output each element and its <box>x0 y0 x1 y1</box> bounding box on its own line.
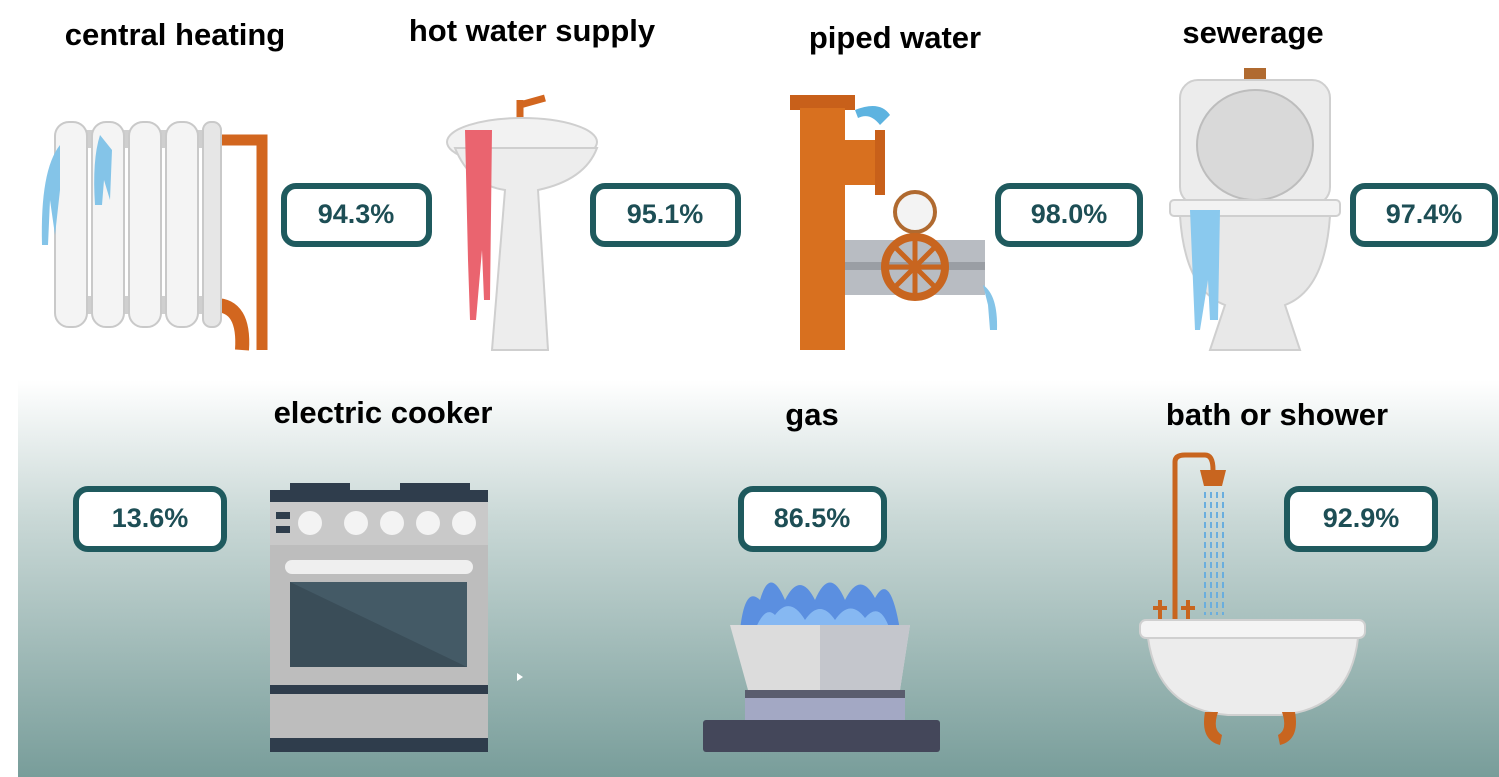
item-label: bath or shower <box>1166 397 1388 432</box>
stove-icon-part <box>276 512 290 519</box>
item-label: gas <box>785 397 838 432</box>
stove-icon-part <box>344 511 368 535</box>
radiator-icon <box>42 122 262 350</box>
sink-icon-part <box>465 130 492 320</box>
bath-icon-part <box>1140 620 1365 638</box>
stove-icon <box>270 483 488 752</box>
pipe-icon-part <box>895 192 935 232</box>
bath-icon-part <box>1200 470 1226 486</box>
stove-icon-part <box>298 511 322 535</box>
stove-icon-part <box>452 511 476 535</box>
item-label: piped water <box>809 20 981 55</box>
burner-icon-part <box>820 625 910 690</box>
stove-icon-part <box>270 490 488 502</box>
infographic: central heating hot water supply piped w… <box>0 0 1499 777</box>
stove-icon-part <box>416 511 440 535</box>
value-text: 97.4% <box>1386 199 1463 229</box>
value-text: 13.6% <box>112 503 189 533</box>
pipe-icon-part <box>843 140 880 185</box>
toilet-icon-part <box>1244 68 1266 80</box>
pipe-icon-part <box>790 95 855 110</box>
item-label: electric cooker <box>274 395 493 430</box>
radiator-icon-part <box>166 122 198 327</box>
pipe-icon-part <box>885 237 945 297</box>
pipe-icon-part <box>875 130 885 195</box>
value-text: 95.1% <box>627 199 704 229</box>
stove-icon-part <box>285 560 473 574</box>
pipe-icon-part <box>800 108 845 350</box>
value-text: 98.0% <box>1031 199 1108 229</box>
value-text: 86.5% <box>774 503 851 533</box>
value-text: 92.9% <box>1323 503 1400 533</box>
radiator-icon-part <box>203 122 221 327</box>
stove-icon-part <box>400 483 470 491</box>
sink-icon <box>447 98 597 350</box>
toilet-icon-part <box>1197 90 1313 200</box>
stove-icon-part <box>270 738 488 752</box>
burner-icon-part <box>745 690 905 698</box>
item-label: hot water supply <box>409 13 656 48</box>
radiator-icon-part <box>129 122 161 327</box>
toilet-icon-part <box>1190 210 1220 330</box>
value-text: 94.3% <box>318 199 395 229</box>
stove-icon-part <box>290 483 350 491</box>
pipe-icon <box>790 95 997 350</box>
item-label: central heating <box>65 17 286 52</box>
toilet-icon <box>1170 68 1340 350</box>
stove-icon-part <box>270 685 488 694</box>
item-label: sewerage <box>1182 15 1323 50</box>
pipe-icon-part <box>855 106 890 125</box>
stove-icon-part <box>276 526 290 533</box>
stove-icon-part <box>380 511 404 535</box>
pipe-icon-part <box>983 285 997 330</box>
burner-icon-part <box>745 698 905 722</box>
burner-icon-part <box>703 720 940 752</box>
